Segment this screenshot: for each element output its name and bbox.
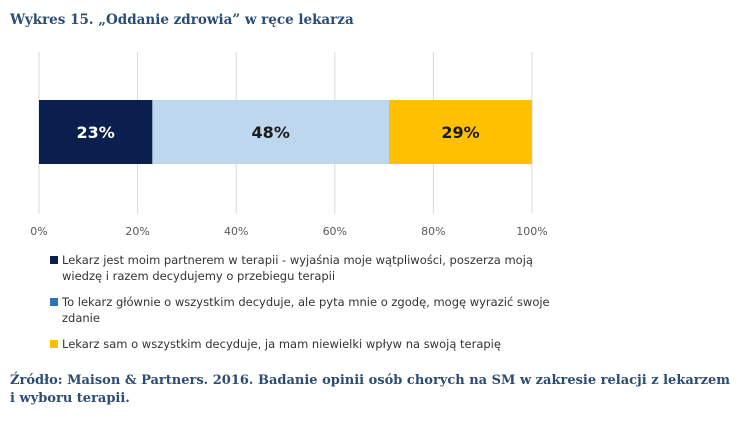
data-label-3: 29% (441, 123, 479, 142)
legend-item-1: Lekarz jest moim partnerem w terapii - w… (50, 252, 550, 284)
x-tick-label: 100% (516, 225, 547, 238)
bar-chart: 0% 20% 40% 60% 80% 100% 23% 48% 29% (30, 52, 548, 238)
bar-segment-2 (152, 100, 390, 164)
legend-swatch (50, 340, 58, 348)
chart-legend: Lekarz jest moim partnerem w terapii - w… (50, 252, 550, 362)
x-tick-label: 40% (224, 225, 248, 238)
chart-title: Wykres 15. „Oddanie zdrowia” w ręce leka… (10, 12, 354, 28)
x-tick-label: 60% (323, 225, 347, 238)
bar-segment-3 (389, 100, 532, 164)
data-label-2: 48% (252, 123, 290, 142)
legend-swatch (50, 298, 58, 306)
legend-label: Lekarz jest moim partnerem w terapii - w… (62, 253, 533, 283)
x-tick-label: 0% (30, 225, 47, 238)
legend-label: Lekarz sam o wszystkim decyduje, ja mam … (62, 337, 501, 351)
bar-segment-1 (39, 100, 153, 164)
data-label-1: 23% (77, 123, 115, 142)
x-tick-label: 80% (421, 225, 445, 238)
x-tick-label: 20% (125, 225, 149, 238)
legend-swatch (50, 256, 58, 264)
legend-label: To lekarz głównie o wszystkim decyduje, … (62, 295, 550, 325)
legend-item-2: To lekarz głównie o wszystkim decyduje, … (50, 294, 550, 326)
legend-item-3: Lekarz sam o wszystkim decyduje, ja mam … (50, 336, 550, 352)
source-note: Źródło: Maison & Partners. 2016. Badanie… (10, 373, 731, 406)
